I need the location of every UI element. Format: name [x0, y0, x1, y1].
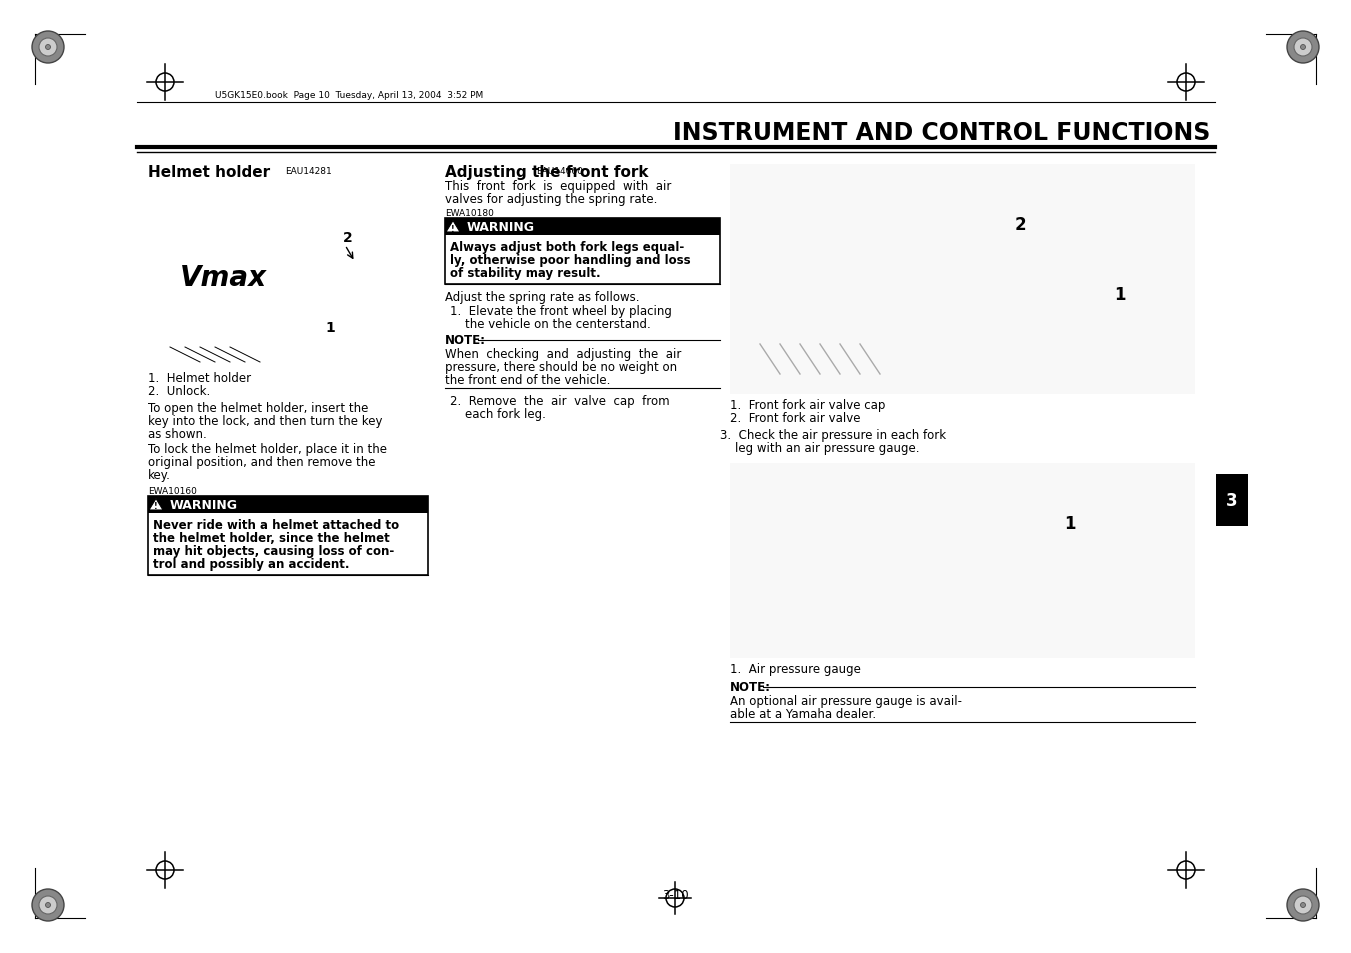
- Text: Always adjust both fork legs equal-: Always adjust both fork legs equal-: [450, 241, 684, 253]
- Bar: [149, 497, 428, 514]
- Text: each fork leg.: each fork leg.: [450, 408, 546, 420]
- Text: NOTE:: NOTE:: [444, 334, 486, 347]
- Text: trol and possibly an accident.: trol and possibly an accident.: [153, 558, 350, 571]
- Text: 3-10: 3-10: [662, 888, 688, 901]
- Bar: [159, 183, 430, 368]
- Bar: [149, 497, 428, 576]
- Text: NOTE:: NOTE:: [730, 680, 771, 693]
- Text: of stability may result.: of stability may result.: [450, 267, 601, 280]
- Circle shape: [39, 39, 57, 57]
- Text: leg with an air pressure gauge.: leg with an air pressure gauge.: [720, 441, 920, 455]
- Text: key.: key.: [149, 469, 170, 481]
- Text: !: !: [154, 502, 158, 511]
- Polygon shape: [446, 221, 459, 233]
- Text: 1.  Air pressure gauge: 1. Air pressure gauge: [730, 662, 861, 676]
- Circle shape: [32, 889, 63, 921]
- Text: INSTRUMENT AND CONTROL FUNCTIONS: INSTRUMENT AND CONTROL FUNCTIONS: [673, 121, 1210, 145]
- Circle shape: [46, 902, 50, 907]
- Text: 2.  Remove  the  air  valve  cap  from: 2. Remove the air valve cap from: [450, 395, 670, 408]
- Polygon shape: [149, 499, 163, 511]
- Text: 2: 2: [1015, 215, 1025, 233]
- Text: 1.  Elevate the front wheel by placing: 1. Elevate the front wheel by placing: [450, 305, 671, 317]
- Text: 2: 2: [343, 231, 353, 245]
- Text: as shown.: as shown.: [149, 428, 207, 440]
- Text: 1.  Front fork air valve cap: 1. Front fork air valve cap: [730, 398, 885, 412]
- Text: To open the helmet holder, insert the: To open the helmet holder, insert the: [149, 401, 369, 415]
- Text: Helmet holder: Helmet holder: [149, 165, 270, 180]
- Text: 2.  Unlock.: 2. Unlock.: [149, 385, 211, 397]
- Text: may hit objects, causing loss of con-: may hit objects, causing loss of con-: [153, 544, 394, 558]
- Circle shape: [39, 896, 57, 914]
- Circle shape: [46, 46, 50, 51]
- Text: Never ride with a helmet attached to: Never ride with a helmet attached to: [153, 518, 399, 532]
- Circle shape: [1294, 896, 1312, 914]
- Text: 1.  Helmet holder: 1. Helmet holder: [149, 372, 251, 385]
- Text: 3.  Check the air pressure in each fork: 3. Check the air pressure in each fork: [720, 429, 946, 441]
- Text: pressure, there should be no weight on: pressure, there should be no weight on: [444, 360, 677, 374]
- Text: valves for adjusting the spring rate.: valves for adjusting the spring rate.: [444, 193, 658, 206]
- Text: EWA10160: EWA10160: [149, 486, 197, 496]
- Text: key into the lock, and then turn the key: key into the lock, and then turn the key: [149, 415, 382, 428]
- Text: Adjusting the front fork: Adjusting the front fork: [444, 165, 648, 180]
- Text: An optional air pressure gauge is avail-: An optional air pressure gauge is avail-: [730, 695, 962, 707]
- Text: !: !: [451, 224, 455, 233]
- Text: Vmax: Vmax: [180, 264, 267, 292]
- Circle shape: [1301, 46, 1305, 51]
- Text: ly, otherwise poor handling and loss: ly, otherwise poor handling and loss: [450, 253, 690, 267]
- Text: U5GK15E0.book  Page 10  Tuesday, April 13, 2004  3:52 PM: U5GK15E0.book Page 10 Tuesday, April 13,…: [215, 91, 484, 100]
- Circle shape: [1288, 32, 1319, 64]
- Bar: [444, 219, 720, 235]
- Text: original position, and then remove the: original position, and then remove the: [149, 456, 376, 469]
- Text: WARNING: WARNING: [467, 221, 535, 233]
- Text: the helmet holder, since the helmet: the helmet holder, since the helmet: [153, 532, 389, 544]
- Text: 1: 1: [326, 320, 335, 335]
- Text: able at a Yamaha dealer.: able at a Yamaha dealer.: [730, 707, 877, 720]
- Text: 1: 1: [1115, 286, 1125, 304]
- Text: 1: 1: [1065, 515, 1075, 533]
- Text: EAU14660: EAU14660: [536, 167, 584, 175]
- Text: Adjust the spring rate as follows.: Adjust the spring rate as follows.: [444, 291, 639, 304]
- Bar: [1216, 475, 1248, 526]
- Text: 3: 3: [1227, 492, 1238, 510]
- Text: To lock the helmet holder, place it in the: To lock the helmet holder, place it in t…: [149, 442, 386, 456]
- Text: WARNING: WARNING: [170, 498, 238, 512]
- Text: When  checking  and  adjusting  the  air: When checking and adjusting the air: [444, 348, 681, 360]
- Circle shape: [32, 32, 63, 64]
- Text: the front end of the vehicle.: the front end of the vehicle.: [444, 374, 611, 387]
- Text: EAU14281: EAU14281: [285, 167, 331, 175]
- Bar: [730, 463, 1196, 659]
- Text: 2.  Front fork air valve: 2. Front fork air valve: [730, 412, 861, 424]
- Text: EWA10180: EWA10180: [444, 209, 494, 218]
- Text: This  front  fork  is  equipped  with  air: This front fork is equipped with air: [444, 180, 671, 193]
- Circle shape: [1301, 902, 1305, 907]
- Bar: [730, 165, 1196, 395]
- Circle shape: [1288, 889, 1319, 921]
- Bar: [444, 219, 720, 285]
- Text: the vehicle on the centerstand.: the vehicle on the centerstand.: [450, 317, 651, 331]
- Circle shape: [1294, 39, 1312, 57]
